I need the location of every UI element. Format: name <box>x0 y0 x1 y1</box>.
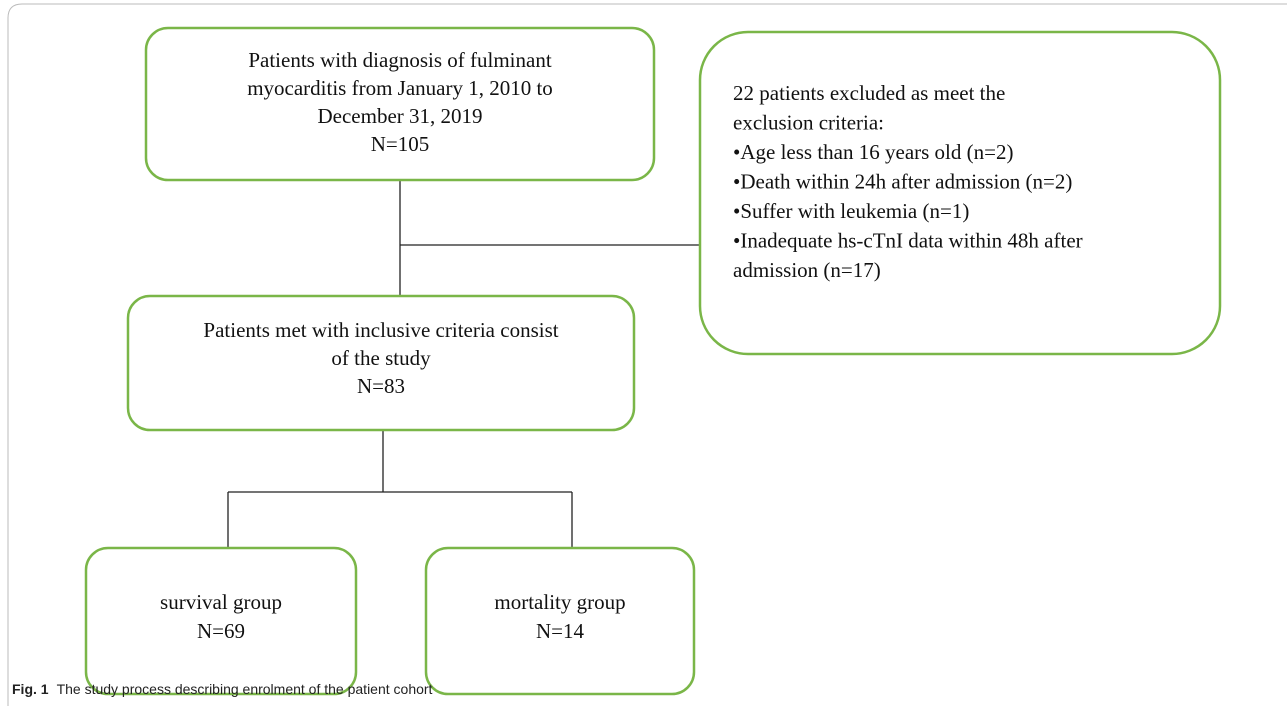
node-text: •Inadequate hs-cTnI data within 48h afte… <box>733 228 1083 252</box>
node-box <box>424 546 696 696</box>
node-box <box>698 30 1222 356</box>
node-text: N=105 <box>371 132 430 156</box>
caption-label: Fig. 1 <box>12 681 49 697</box>
node-text: •Suffer with leukemia (n=1) <box>733 199 969 223</box>
caption-text: The study process describing enrolment o… <box>57 681 433 697</box>
node-text: mortality group <box>494 590 625 614</box>
node-box <box>84 546 358 696</box>
node-text: N=69 <box>197 619 245 643</box>
node-text: admission (n=17) <box>733 258 881 282</box>
node-text: exclusion criteria: <box>733 110 884 134</box>
node-text: N=83 <box>357 374 405 398</box>
node-text: of the study <box>331 346 431 370</box>
node-text: 22 patients excluded as meet the <box>733 81 1005 105</box>
node-text: Patients with diagnosis of fulminant <box>248 48 551 72</box>
node-text: survival group <box>160 590 282 614</box>
node-text: •Age less than 16 years old (n=2) <box>733 140 1013 164</box>
caption: Fig. 1 The study process describing enrol… <box>12 681 433 697</box>
node-text: Patients met with inclusive criteria con… <box>203 318 558 342</box>
node-text: myocarditis from January 1, 2010 to <box>247 76 553 100</box>
node-text: N=14 <box>536 619 585 643</box>
node-text: •Death within 24h after admission (n=2) <box>733 169 1072 193</box>
node-text: December 31, 2019 <box>317 104 482 128</box>
frame <box>7 3 1287 706</box>
node-box <box>126 294 636 432</box>
node-box <box>144 26 656 182</box>
